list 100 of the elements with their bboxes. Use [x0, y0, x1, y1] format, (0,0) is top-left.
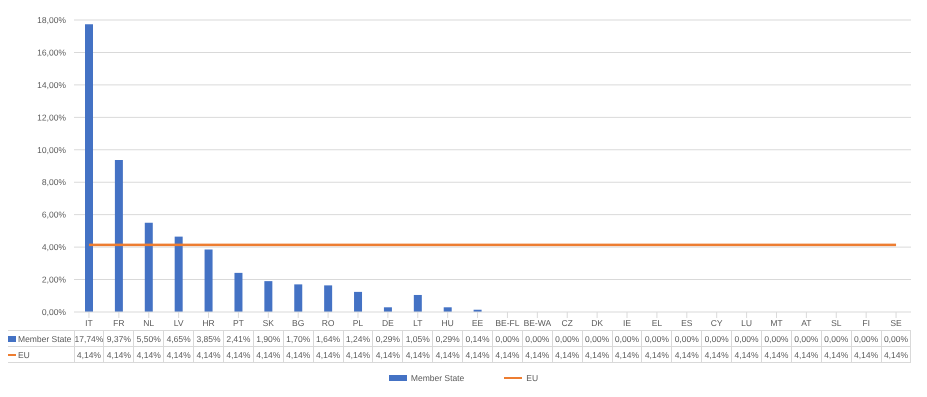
- y-tick-label: 0,00%: [42, 307, 66, 318]
- data-label: 0,00%: [821, 330, 852, 346]
- x-tick-label: SK: [262, 318, 274, 328]
- x-tick-label: DK: [591, 318, 604, 328]
- text: Member State: [410, 373, 464, 383]
- data-label: 4,14%: [402, 346, 433, 362]
- x-tick-label: EE: [472, 318, 484, 328]
- data-label: 4,14%: [732, 346, 762, 362]
- y-tick-label: 8,00%: [42, 177, 66, 188]
- x-tick-label: HU: [442, 318, 454, 328]
- data-label: 4,14%: [164, 346, 194, 362]
- data-label: 1,05%: [402, 330, 433, 346]
- data-label: 0,00%: [702, 330, 732, 346]
- x-tick-label: DE: [382, 318, 394, 328]
- bar: [85, 24, 93, 312]
- data-label: 0,00%: [761, 330, 792, 346]
- x-tick-label: LU: [741, 318, 752, 328]
- data-label: 4,14%: [134, 346, 164, 362]
- x-tick-label: AT: [801, 318, 812, 328]
- text: EU: [526, 373, 538, 383]
- data-label: 4,14%: [223, 346, 254, 362]
- x-tick-label: RO: [322, 318, 335, 328]
- x-tick-label: EL: [652, 318, 662, 328]
- y-tick-label: 6,00%: [42, 210, 66, 220]
- data-label: 1,24%: [343, 330, 373, 346]
- data-label: 0,00%: [552, 330, 582, 346]
- data-label: 4,14%: [283, 346, 314, 362]
- x-tick-label: LT: [413, 318, 422, 328]
- x-tick-label: IE: [623, 318, 632, 328]
- data-label: 1,70%: [283, 330, 314, 346]
- y-tick-label: 4,00%: [42, 242, 66, 252]
- data-label: 4,14%: [432, 346, 463, 362]
- x-tick-label: MT: [770, 318, 783, 328]
- y-tick-label: 16,00%: [37, 47, 66, 58]
- bar: [294, 284, 302, 312]
- x-tick-label: BE-WA: [524, 318, 552, 328]
- data-label: 4,14%: [104, 346, 134, 362]
- data-label: 9,37%: [104, 330, 134, 346]
- bar: [414, 294, 422, 312]
- data-label: 4,14%: [343, 346, 373, 362]
- data-label: 4,65%: [164, 330, 194, 346]
- data-label: 4,14%: [582, 346, 612, 362]
- data-label: 4,14%: [791, 346, 822, 362]
- data-label: 4,14%: [642, 346, 672, 362]
- bar: [324, 285, 332, 312]
- bar: [144, 222, 153, 312]
- data-label: 0,00%: [612, 330, 642, 346]
- y-tick-label: 10,00%: [37, 144, 66, 155]
- y-tick-label: 18,00%: [37, 15, 66, 26]
- x-tick-label: FR: [113, 318, 125, 328]
- legend-label: EU: [8, 346, 74, 362]
- x-tick-label: LV: [174, 318, 184, 328]
- data-label: 0,00%: [672, 330, 702, 346]
- x-tick-label: BE-FL: [495, 318, 520, 328]
- x-tick-label: ES: [681, 318, 693, 328]
- x-tick-label: SL: [831, 318, 842, 328]
- data-label: 4,14%: [821, 346, 852, 362]
- data-label: 0,14%: [462, 330, 492, 346]
- data-label: 0,00%: [492, 330, 522, 346]
- data-label: 0,29%: [372, 330, 403, 346]
- data-label: 17,74%: [74, 330, 104, 346]
- x-tick-label: NL: [143, 318, 154, 328]
- data-label: 0,00%: [851, 330, 882, 346]
- x-tick-label: IT: [85, 318, 93, 328]
- bar: [234, 272, 242, 312]
- x-tick-label: CZ: [562, 318, 573, 328]
- data-label: 4,14%: [313, 346, 344, 362]
- x-tick-label: BG: [292, 318, 304, 328]
- data-label: 5,50%: [134, 330, 164, 346]
- data-label: 4,14%: [194, 346, 224, 362]
- data-label: 0,00%: [732, 330, 762, 346]
- y-tick-label: 12,00%: [37, 112, 66, 122]
- bar: [354, 292, 362, 312]
- data-label: 0,00%: [791, 330, 822, 346]
- data-label: 4,14%: [462, 346, 492, 362]
- data-label: 4,14%: [74, 346, 104, 362]
- data-label: 0,00%: [881, 330, 911, 346]
- data-label: 4,14%: [851, 346, 882, 362]
- bar: [114, 160, 123, 312]
- x-tick-label: FI: [862, 318, 870, 328]
- legend-label: Member State: [8, 330, 74, 346]
- data-label: 4,14%: [253, 346, 284, 362]
- data-label: 0,00%: [582, 330, 612, 346]
- data-label: 4,14%: [522, 346, 552, 362]
- y-tick-label: 14,00%: [37, 80, 66, 90]
- data-label: 1,90%: [253, 330, 284, 346]
- x-tick-label: SE: [890, 318, 902, 328]
- bar: [174, 236, 183, 312]
- data-label: 0,29%: [432, 330, 463, 346]
- x-tick-label: HR: [202, 318, 215, 328]
- data-label: 4,14%: [761, 346, 792, 362]
- x-tick-label: PT: [232, 318, 244, 328]
- data-label: 4,14%: [672, 346, 702, 362]
- x-tick-label: CY: [710, 318, 723, 328]
- data-label: 0,00%: [642, 330, 672, 346]
- data-label: 4,14%: [492, 346, 522, 362]
- data-label: 1,64%: [313, 330, 344, 346]
- data-label: 4,14%: [612, 346, 642, 362]
- data-label: 4,14%: [702, 346, 732, 362]
- bar: [264, 281, 272, 312]
